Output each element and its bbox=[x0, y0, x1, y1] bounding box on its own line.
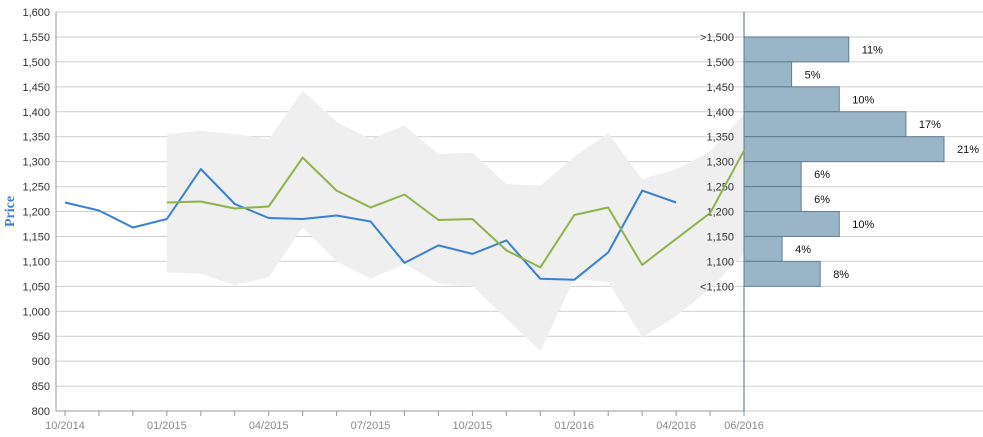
histogram-level-label: 1,450 bbox=[706, 82, 734, 94]
histogram-percent-label: 8% bbox=[833, 269, 849, 281]
y-tick-label: 1,150 bbox=[22, 231, 50, 243]
histogram-bar bbox=[743, 36, 850, 63]
y-tick-label: 1,000 bbox=[22, 306, 50, 318]
histogram-level-label: 1,200 bbox=[706, 207, 734, 219]
y-tick-label: 800 bbox=[32, 406, 50, 418]
histogram-percent-label: 4% bbox=[795, 244, 811, 256]
series-line-1 bbox=[64, 168, 677, 281]
y-tick-label: 1,300 bbox=[22, 157, 50, 169]
histogram-level-label: 1,250 bbox=[706, 182, 734, 194]
histogram-percent-label: 10% bbox=[852, 94, 874, 106]
x-tick-label: 01/2015 bbox=[147, 420, 187, 432]
y-tick-label: 950 bbox=[32, 331, 50, 343]
histogram-bar bbox=[743, 111, 907, 138]
x-tick-label: 01/2016 bbox=[554, 420, 594, 432]
histogram-bar bbox=[743, 61, 793, 88]
histogram-percent-label: 10% bbox=[852, 219, 874, 231]
y-tick-label: 1,100 bbox=[22, 256, 50, 268]
histogram-percent-label: 5% bbox=[805, 69, 821, 81]
histogram-bar bbox=[743, 235, 783, 262]
series-line-2 bbox=[166, 150, 745, 269]
histogram-level-label: 1,500 bbox=[706, 57, 734, 69]
x-tick-label: 10/2015 bbox=[453, 420, 493, 432]
y-tick-label: 850 bbox=[32, 381, 50, 393]
x-tick-label: 06/2016 bbox=[724, 420, 764, 432]
y-tick-label: 1,550 bbox=[22, 32, 50, 44]
x-tick-label: 04/2015 bbox=[249, 420, 289, 432]
histogram-bar bbox=[743, 86, 840, 113]
histogram-percent-label: 6% bbox=[814, 194, 830, 206]
histogram-percent-label: 17% bbox=[919, 119, 941, 131]
forecast-band bbox=[166, 90, 744, 352]
y-tick-label: 1,050 bbox=[22, 281, 50, 293]
y-axis-title: Price bbox=[3, 196, 18, 227]
y-tick-label: 1,500 bbox=[22, 57, 50, 69]
y-tick-label: 1,350 bbox=[22, 132, 50, 144]
histogram-level-label: 1,350 bbox=[706, 132, 734, 144]
histogram-percent-label: 11% bbox=[862, 44, 883, 56]
histogram-bar bbox=[743, 211, 840, 237]
histogram-level-label: 1,400 bbox=[706, 107, 734, 119]
histogram-bar bbox=[743, 260, 821, 287]
y-tick-label: 900 bbox=[32, 356, 50, 368]
histogram-level-label: 1,100 bbox=[706, 256, 734, 268]
y-tick-label: 1,450 bbox=[22, 82, 50, 94]
y-tick-label: 1,400 bbox=[22, 107, 50, 119]
histogram-bar bbox=[743, 161, 802, 188]
x-tick-label: 07/2015 bbox=[351, 420, 391, 432]
histogram-level-label: <1,100 bbox=[700, 281, 734, 293]
histogram-bar bbox=[743, 186, 802, 212]
histogram-percent-label: 6% bbox=[814, 169, 830, 181]
histogram-level-label: 1,300 bbox=[706, 157, 734, 169]
x-tick-label: 04/2016 bbox=[656, 420, 696, 432]
y-tick-label: 1,250 bbox=[22, 182, 50, 194]
y-tick-label: 1,600 bbox=[22, 7, 50, 19]
histogram-bar bbox=[743, 136, 945, 163]
histogram-level-label: 1,150 bbox=[706, 231, 734, 243]
y-tick-label: 1,200 bbox=[22, 207, 50, 219]
x-tick-label: 10/2014 bbox=[45, 420, 85, 432]
histogram-percent-label: 21% bbox=[957, 144, 979, 156]
histogram-level-label: >1,500 bbox=[700, 32, 734, 44]
